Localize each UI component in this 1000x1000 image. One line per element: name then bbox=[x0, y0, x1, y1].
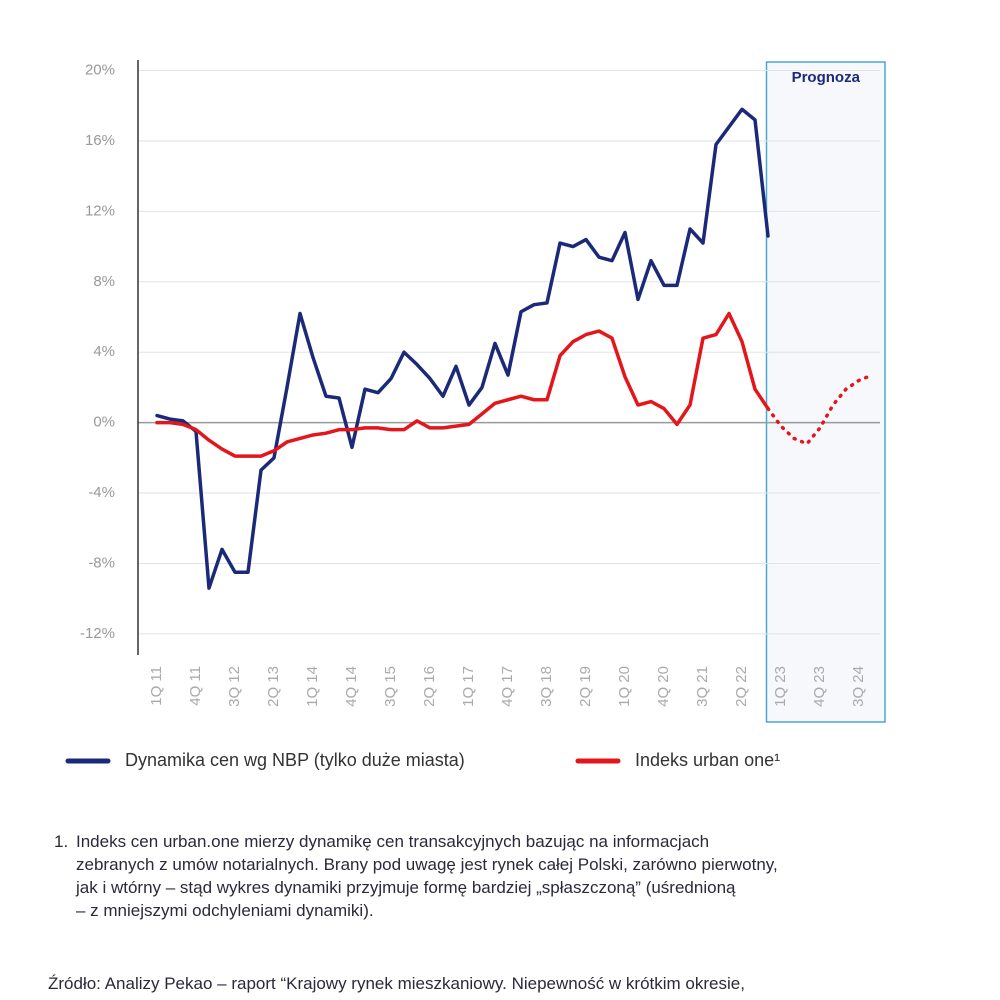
x-tick-label: 4Q 23 bbox=[811, 666, 828, 707]
y-tick-label: 4% bbox=[93, 343, 115, 360]
x-tick-label: 4Q 14 bbox=[343, 666, 360, 707]
x-tick-label: 3Q 18 bbox=[538, 666, 555, 707]
forecast-box bbox=[765, 61, 886, 723]
x-tick-label: 2Q 16 bbox=[421, 666, 438, 707]
x-tick-label: 3Q 12 bbox=[226, 666, 243, 707]
y-tick-label: 0% bbox=[93, 414, 115, 431]
legend-label: Indeks urban one¹ bbox=[635, 750, 780, 770]
x-tick-label: 1Q 20 bbox=[616, 666, 633, 707]
y-tick-label: -8% bbox=[88, 554, 115, 571]
y-tick-label: 16% bbox=[85, 132, 115, 149]
x-tick-label: 3Q 15 bbox=[382, 666, 399, 707]
x-tick-label: 4Q 11 bbox=[187, 666, 204, 706]
y-tick-label: -4% bbox=[88, 484, 115, 501]
x-tick-label: 1Q 14 bbox=[304, 666, 321, 707]
x-tick-label: 3Q 24 bbox=[850, 666, 867, 707]
x-tick-label: 3Q 21 bbox=[694, 666, 711, 707]
chart: Prognoza -12% -8% -4% 0% 4% 8% 12% 16% 20% 1Q 11 4Q… bbox=[65, 60, 886, 770]
footnote-line: Indeks cen urban.one mierzy dynamikę cen… bbox=[76, 832, 710, 851]
x-tick-label: 2Q 19 bbox=[577, 666, 594, 707]
y-tick-label: 8% bbox=[93, 273, 115, 290]
footnote-line: zebranych z umów notarialnych. Brany pod… bbox=[76, 855, 778, 874]
source: Źródło: Analizy Pekao – raport “Krajowy … bbox=[48, 974, 745, 993]
x-tick-label: 4Q 20 bbox=[655, 666, 672, 707]
x-tick-label: 1Q 23 bbox=[772, 666, 789, 707]
series-line bbox=[155, 311, 770, 458]
x-tick-label: 2Q 22 bbox=[733, 666, 750, 707]
y-tick-label: 20% bbox=[85, 62, 115, 79]
footnote-number: 1. bbox=[54, 832, 69, 851]
legend-label: Dynamika cen wg NBP (tylko duże miasta) bbox=[125, 750, 465, 770]
forecast-line bbox=[766, 373, 874, 446]
y-tick-label: 12% bbox=[85, 202, 115, 219]
forecast-label: Prognoza bbox=[792, 69, 861, 86]
x-tick-label: 1Q 17 bbox=[460, 666, 477, 707]
y-tick-label: -12% bbox=[80, 625, 115, 642]
footnote-line: – z mniejszymi odchyleniami dynamiki). bbox=[76, 901, 374, 920]
series-line bbox=[155, 107, 770, 590]
x-tick-label: 1Q 11 bbox=[148, 666, 165, 706]
x-tick-label: 4Q 17 bbox=[499, 666, 516, 707]
footnote-line: jak i wtórny – stąd wykres dynamiki przy… bbox=[76, 878, 736, 897]
x-tick-label: 2Q 13 bbox=[265, 666, 282, 707]
footnote: Indeks cen urban.one mierzy dynamikę cen… bbox=[76, 830, 976, 922]
